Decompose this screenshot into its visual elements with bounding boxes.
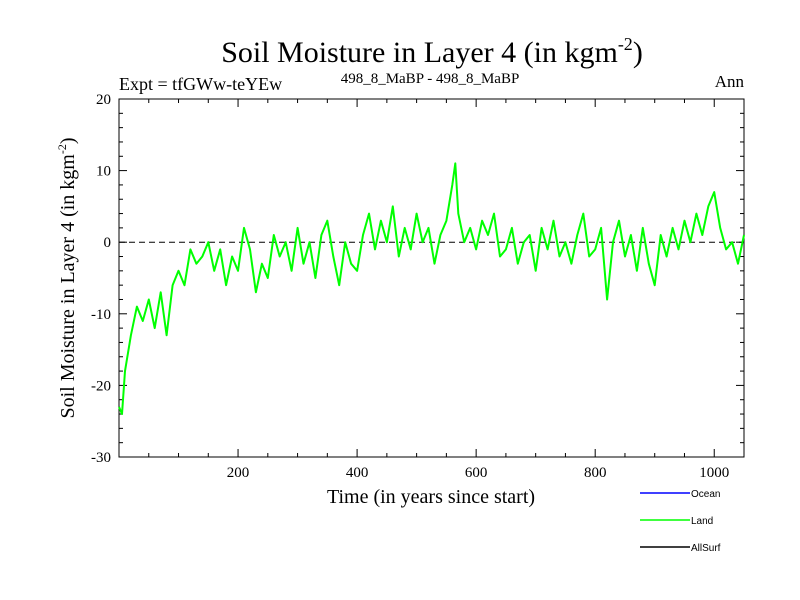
legend-label-allsurf: AllSurf bbox=[691, 543, 721, 554]
chart-title: Soil Moisture in Layer 4 (in kgm-2) bbox=[221, 34, 643, 69]
x-tick-label: 800 bbox=[584, 465, 607, 481]
y-tick-label: -20 bbox=[91, 378, 111, 394]
y-tick-label: 0 bbox=[104, 235, 112, 251]
subtitle-right: Ann bbox=[715, 72, 745, 91]
x-tick-label: 400 bbox=[346, 465, 369, 481]
x-axis-label: Time (in years since start) bbox=[327, 486, 535, 508]
legend-label-ocean: Ocean bbox=[691, 489, 720, 500]
plot-frame bbox=[118, 98, 745, 458]
subtitle-left: Expt = tfGWw-teYEw bbox=[119, 74, 282, 94]
legend-label-land: Land bbox=[691, 516, 713, 527]
y-axis-label: Soil Moisture in Layer 4 (in kgm-2) bbox=[55, 137, 79, 418]
y-tick-label: 20 bbox=[96, 92, 111, 108]
y-tick-label: -10 bbox=[91, 307, 111, 323]
y-tick-label: 10 bbox=[96, 164, 111, 180]
x-axis-ticks: 200 400 600 800 1000 bbox=[148, 99, 729, 481]
x-tick-label: 600 bbox=[465, 465, 488, 481]
series-layer bbox=[118, 162, 745, 415]
y-tick-label: -30 bbox=[91, 450, 111, 466]
y-axis-ticks: -30 -20 -10 0 10 20 bbox=[91, 92, 744, 466]
subtitle-center: 498_8_MaBP - 498_8_MaBP bbox=[341, 71, 520, 87]
series-line-land bbox=[118, 162, 745, 415]
x-tick-label: 1000 bbox=[699, 465, 729, 481]
legend: Ocean Land AllSurf bbox=[640, 489, 721, 554]
x-tick-label: 200 bbox=[227, 465, 250, 481]
